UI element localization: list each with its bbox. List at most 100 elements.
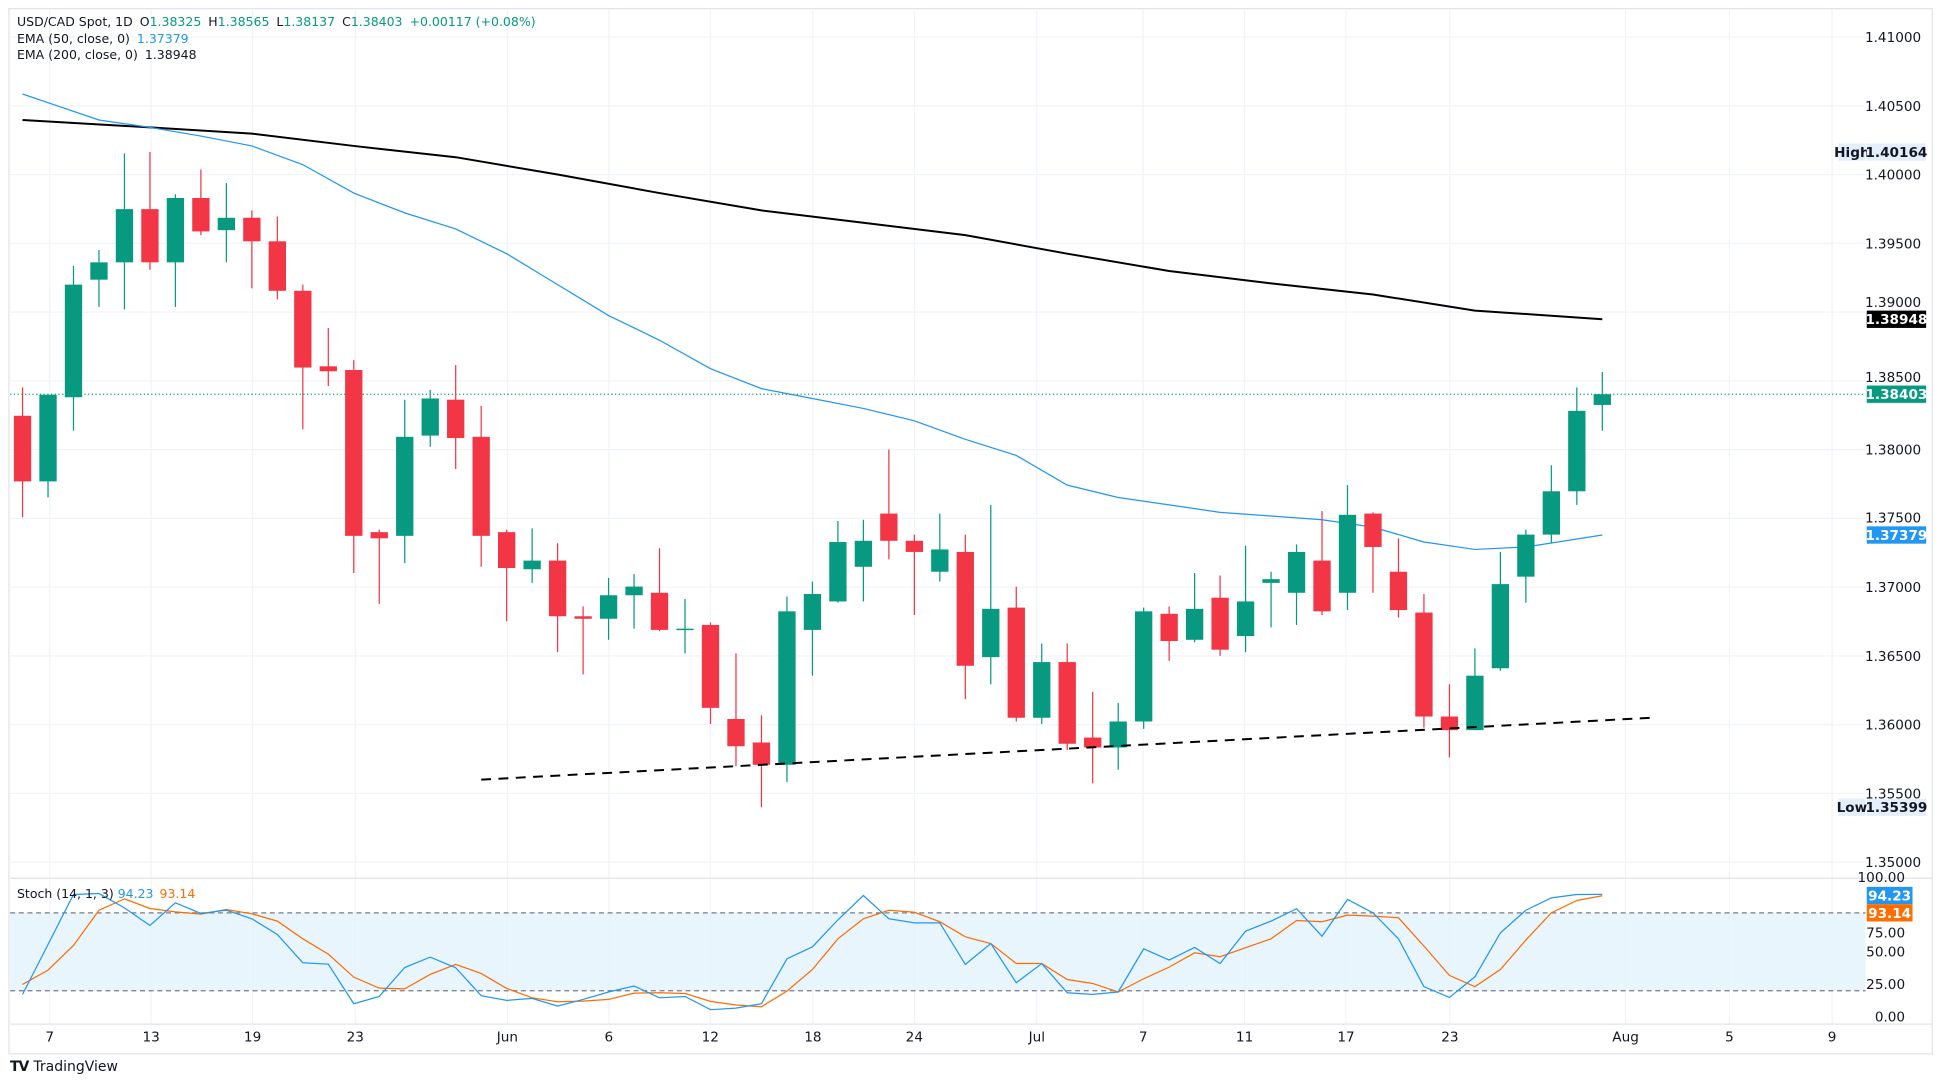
candle[interactable] [1389, 538, 1408, 618]
candle[interactable] [1491, 551, 1510, 671]
ema200-legend-row[interactable]: EMA (200, close, 0) 1.38948 [17, 47, 543, 64]
candle[interactable] [523, 528, 541, 583]
candle[interactable] [1262, 571, 1280, 628]
candle[interactable] [1593, 371, 1611, 431]
candle[interactable] [701, 622, 720, 724]
candle[interactable] [141, 152, 159, 270]
candle-body [548, 560, 567, 617]
support-trendline[interactable] [481, 716, 1653, 781]
candle[interactable] [115, 153, 134, 310]
date-tick-label: Jul [1028, 1029, 1045, 1045]
candle-body [1211, 597, 1229, 650]
date-tick-label: Jun [496, 1029, 518, 1045]
ema200-line[interactable] [22, 118, 1603, 321]
candle[interactable] [13, 387, 32, 518]
candle[interactable] [1160, 606, 1178, 661]
candle[interactable] [497, 529, 516, 622]
candle[interactable] [574, 606, 592, 675]
candle[interactable] [599, 577, 618, 640]
candle[interactable] [650, 548, 669, 632]
candle[interactable] [1007, 586, 1025, 722]
stoch-k-line[interactable] [21, 892, 1603, 1011]
candle[interactable] [956, 534, 974, 700]
stoch-tick-label: 25.00 [1866, 977, 1905, 993]
candle[interactable] [1033, 643, 1051, 724]
candle[interactable] [880, 449, 898, 560]
high-tag-bg [1838, 143, 1866, 161]
candle[interactable] [217, 183, 236, 263]
candle[interactable] [1466, 648, 1484, 731]
candle[interactable] [319, 327, 337, 387]
price-tick-label: 1.36500 [1865, 649, 1921, 665]
main-legend: USD/CAD Spot, 1D O1.38325 H1.38565 L1.38137… [17, 14, 543, 64]
candle[interactable] [1313, 511, 1331, 616]
tradingview-logo[interactable]: TV TradingView [10, 1059, 118, 1075]
candle[interactable] [1364, 512, 1382, 593]
candles[interactable] [13, 152, 1611, 808]
trendline[interactable] [481, 716, 1653, 781]
high-value: 1.38565 [217, 14, 270, 29]
candle[interactable] [1185, 572, 1204, 643]
candle-body [1058, 662, 1076, 744]
price-tick-label: 1.37500 [1865, 511, 1921, 527]
candle[interactable] [192, 169, 210, 236]
symbol-legend-row: USD/CAD Spot, 1D O1.38325 H1.38565 L1.38137… [17, 14, 543, 31]
candle[interactable] [803, 581, 822, 676]
candle[interactable] [905, 534, 923, 616]
candle[interactable] [166, 194, 185, 307]
candle[interactable] [548, 543, 567, 653]
ema50-line[interactable] [22, 93, 1603, 551]
candle[interactable] [1211, 575, 1229, 656]
candle[interactable] [90, 249, 108, 307]
candle[interactable] [625, 574, 643, 629]
candle-body [956, 551, 974, 666]
axes[interactable]: 7 13 19 23 Jun 6 12 18 24 Jul 7 11 17 23 Aug 5 9 1.41000 1… [45, 30, 1921, 1045]
price-tick-label: 1.36000 [1865, 718, 1921, 734]
candle[interactable] [1135, 607, 1153, 729]
candle[interactable] [1287, 544, 1306, 625]
candle[interactable] [931, 513, 949, 582]
candle-body [1415, 612, 1433, 717]
date-tick-label: 7 [45, 1029, 54, 1045]
candle[interactable] [1542, 465, 1561, 544]
candle[interactable] [982, 504, 1000, 685]
stoch-d-line[interactable] [22, 895, 1603, 1008]
stoch-k-value: 94.23 [117, 886, 154, 901]
candle[interactable] [1109, 702, 1127, 770]
candle[interactable] [727, 653, 745, 767]
candle[interactable] [345, 360, 363, 573]
low-value-tag: 1.35399 [1865, 800, 1927, 816]
candle[interactable] [64, 266, 83, 431]
candle-body [268, 241, 286, 291]
candle[interactable] [472, 405, 490, 567]
candle[interactable] [1338, 485, 1357, 611]
ema50-legend-row[interactable]: EMA (50, close, 0) 1.37379 [17, 31, 543, 48]
candle[interactable] [1084, 691, 1102, 784]
candle[interactable] [268, 216, 286, 300]
ema50-price-tag: 1.37379 [1865, 528, 1927, 544]
candle[interactable] [294, 284, 312, 430]
candle[interactable] [1568, 387, 1586, 505]
candle[interactable] [1236, 545, 1255, 653]
candle[interactable] [447, 365, 465, 470]
candle[interactable] [370, 529, 388, 604]
candle[interactable] [1058, 643, 1076, 750]
candle[interactable] [421, 389, 439, 447]
high-tag: High [1834, 145, 1869, 161]
candle[interactable] [243, 210, 261, 289]
candle[interactable] [39, 394, 57, 498]
candle[interactable] [396, 399, 414, 564]
date-tick-label: 9 [1828, 1029, 1837, 1045]
candle[interactable] [1517, 529, 1535, 603]
candle[interactable] [854, 519, 873, 602]
candle[interactable] [1440, 684, 1459, 758]
stoch-legend[interactable]: Stoch (14, 1, 3) 94.23 93.14 [17, 886, 195, 901]
candle-body [1593, 394, 1611, 405]
candle-body [166, 197, 185, 263]
candle[interactable] [1415, 594, 1433, 728]
candle[interactable] [829, 520, 847, 603]
candle[interactable] [752, 715, 771, 808]
candle[interactable] [778, 596, 796, 783]
candle[interactable] [676, 598, 694, 654]
